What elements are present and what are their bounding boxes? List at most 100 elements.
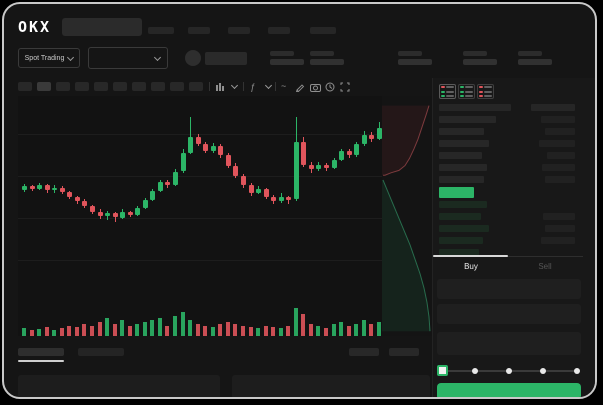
candle-body [74, 196, 80, 202]
slider-stop[interactable] [472, 368, 478, 374]
history-icon[interactable] [325, 82, 335, 92]
tab-buy[interactable]: Buy [464, 262, 478, 271]
candle-body [293, 141, 299, 200]
slider-stop[interactable] [506, 368, 512, 374]
nav-item-placeholder[interactable] [228, 27, 250, 34]
volume-bar [324, 328, 328, 336]
orders-panel-placeholder [18, 375, 220, 397]
nav-item-placeholder[interactable] [188, 27, 210, 34]
orders-filter-placeholder[interactable] [349, 348, 379, 356]
bid-price-placeholder[interactable] [439, 237, 483, 244]
volume-bar [195, 324, 200, 336]
bid-price-placeholder[interactable] [439, 249, 479, 256]
search-input[interactable] [62, 18, 142, 36]
depth-chart[interactable] [382, 96, 432, 336]
candle-body [173, 171, 178, 186]
volume-bar [233, 324, 238, 336]
timeframe-button[interactable] [189, 82, 203, 91]
orderbook-view-bids-icon[interactable] [458, 84, 475, 99]
price-input[interactable] [437, 279, 581, 299]
volume-bar [256, 328, 261, 336]
timeframe-button[interactable] [113, 82, 127, 91]
volume-bar [180, 312, 185, 336]
ask-price-placeholder[interactable] [439, 176, 484, 183]
pair-selector-dropdown[interactable] [88, 47, 168, 69]
timeframe-button[interactable] [18, 82, 32, 91]
candle-body [188, 137, 194, 154]
draw-tool-icon[interactable] [295, 82, 305, 92]
stat-label-placeholder [518, 51, 542, 56]
volume-bar [112, 324, 117, 336]
slider-handle[interactable] [437, 365, 448, 376]
candle-body [195, 137, 201, 144]
candle-body [82, 201, 88, 206]
candle-body [67, 192, 73, 197]
stat-value-placeholder [518, 59, 552, 65]
ask-price-placeholder[interactable] [439, 128, 484, 135]
candle-body [218, 146, 224, 156]
bid-amount-placeholder [541, 237, 575, 244]
orderbook-view-combined-icon[interactable] [439, 84, 456, 99]
nav-item-placeholder[interactable] [310, 27, 336, 34]
bid-price-placeholder[interactable] [439, 213, 481, 220]
volume-bar [263, 326, 268, 336]
tab-sell[interactable]: Sell [538, 262, 552, 271]
volume-bar [82, 324, 87, 336]
candle-body [331, 160, 337, 169]
timeframe-button[interactable] [94, 82, 108, 91]
market-type-dropdown[interactable]: Spot Trading [18, 48, 80, 68]
bid-price-placeholder[interactable] [439, 225, 489, 232]
chart-gridline [18, 176, 384, 177]
chart-style-icon[interactable] [215, 82, 226, 92]
volume-bar [120, 320, 125, 336]
volume-bar [271, 327, 276, 336]
price-placeholder [205, 52, 247, 65]
chevron-down-icon[interactable] [264, 81, 273, 90]
chevron-down-icon[interactable] [230, 81, 239, 90]
timeframe-button[interactable] [170, 82, 184, 91]
ask-price-placeholder[interactable] [439, 164, 487, 171]
volume-bar [331, 324, 336, 336]
candle-body [97, 211, 103, 217]
ask-price-placeholder[interactable] [439, 140, 489, 147]
candle-body [203, 143, 209, 151]
toolbar-divider [209, 82, 210, 91]
orders-tab-active[interactable] [18, 348, 64, 356]
volume-bar [67, 326, 72, 336]
candle-body [263, 188, 269, 197]
volume-bar [89, 326, 94, 336]
camera-icon[interactable] [310, 82, 321, 92]
slider-stop[interactable] [540, 368, 546, 374]
amount-input[interactable] [437, 304, 581, 324]
timeframe-button[interactable] [151, 82, 165, 91]
nav-item-placeholder[interactable] [148, 27, 174, 34]
volume-bar [203, 326, 208, 336]
line-tool-icon[interactable]: ~ [281, 81, 287, 91]
volume-bar [346, 326, 351, 336]
candle-body [59, 187, 65, 193]
total-input[interactable] [437, 332, 581, 355]
fullscreen-icon[interactable] [340, 82, 350, 92]
ask-price-placeholder[interactable] [439, 152, 482, 159]
volume-bar [240, 326, 245, 336]
bid-amount-placeholder [543, 213, 575, 220]
volume-bar [97, 322, 102, 336]
candle-body [22, 186, 27, 190]
orders-filter-placeholder[interactable] [389, 348, 419, 356]
orders-tab-inactive[interactable] [78, 348, 124, 356]
indicators-icon[interactable]: ƒ [250, 82, 256, 92]
timeframe-button[interactable] [75, 82, 89, 91]
timeframe-button[interactable] [37, 82, 51, 91]
candle-body [142, 200, 148, 209]
candle-body [248, 185, 254, 194]
slider-stop[interactable] [574, 368, 580, 374]
buy-button[interactable] [437, 383, 581, 397]
orderbook-view-asks-icon[interactable] [477, 84, 494, 99]
bid-price-placeholder[interactable] [439, 201, 487, 208]
timeframe-button[interactable] [132, 82, 146, 91]
nav-item-placeholder[interactable] [268, 27, 290, 34]
timeframe-button[interactable] [56, 82, 70, 91]
chart-canvas[interactable] [18, 96, 384, 336]
candle-body [339, 150, 345, 160]
ask-price-placeholder[interactable] [439, 116, 496, 123]
